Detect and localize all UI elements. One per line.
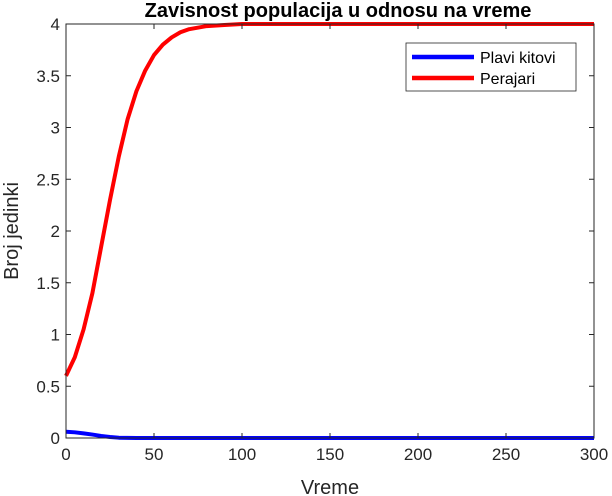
y-axis-label: Broj jedinki [1, 182, 23, 280]
y-tick-label: 0 [51, 429, 60, 448]
x-tick-label: 300 [580, 445, 608, 464]
x-tick-label: 150 [316, 445, 344, 464]
legend-label-plavi-kitovi: Plavi kitovi [480, 50, 556, 67]
chart-title: Zavisnost populacija u odnosu na vreme [145, 0, 532, 22]
y-tick-label: 3 [51, 119, 60, 138]
x-tick-label: 50 [145, 445, 164, 464]
x-ticks: 0 50 100 150 200 250 300 [61, 24, 608, 464]
x-tick-label: 0 [61, 445, 70, 464]
legend-box [405, 42, 577, 92]
y-tick-label: 4 [51, 15, 60, 34]
y-tick-label: 2.5 [36, 170, 60, 189]
y-tick-label: 3.5 [36, 67, 60, 86]
y-ticks: 0 0.5 1 1.5 2 2.5 3 3.5 4 [36, 15, 594, 448]
x-axis-label: Vreme [301, 477, 359, 496]
y-tick-label: 1.5 [36, 274, 60, 293]
plot-area [66, 24, 594, 438]
y-tick-label: 0.5 [36, 377, 60, 396]
x-tick-label: 200 [404, 445, 432, 464]
x-tick-label: 100 [228, 445, 256, 464]
legend: Plavi kitovi Perajari [405, 42, 577, 92]
y-tick-label: 1 [51, 326, 60, 345]
y-tick-label: 2 [51, 222, 60, 241]
x-tick-label: 250 [492, 445, 520, 464]
legend-label-perajari: Perajari [480, 71, 535, 88]
